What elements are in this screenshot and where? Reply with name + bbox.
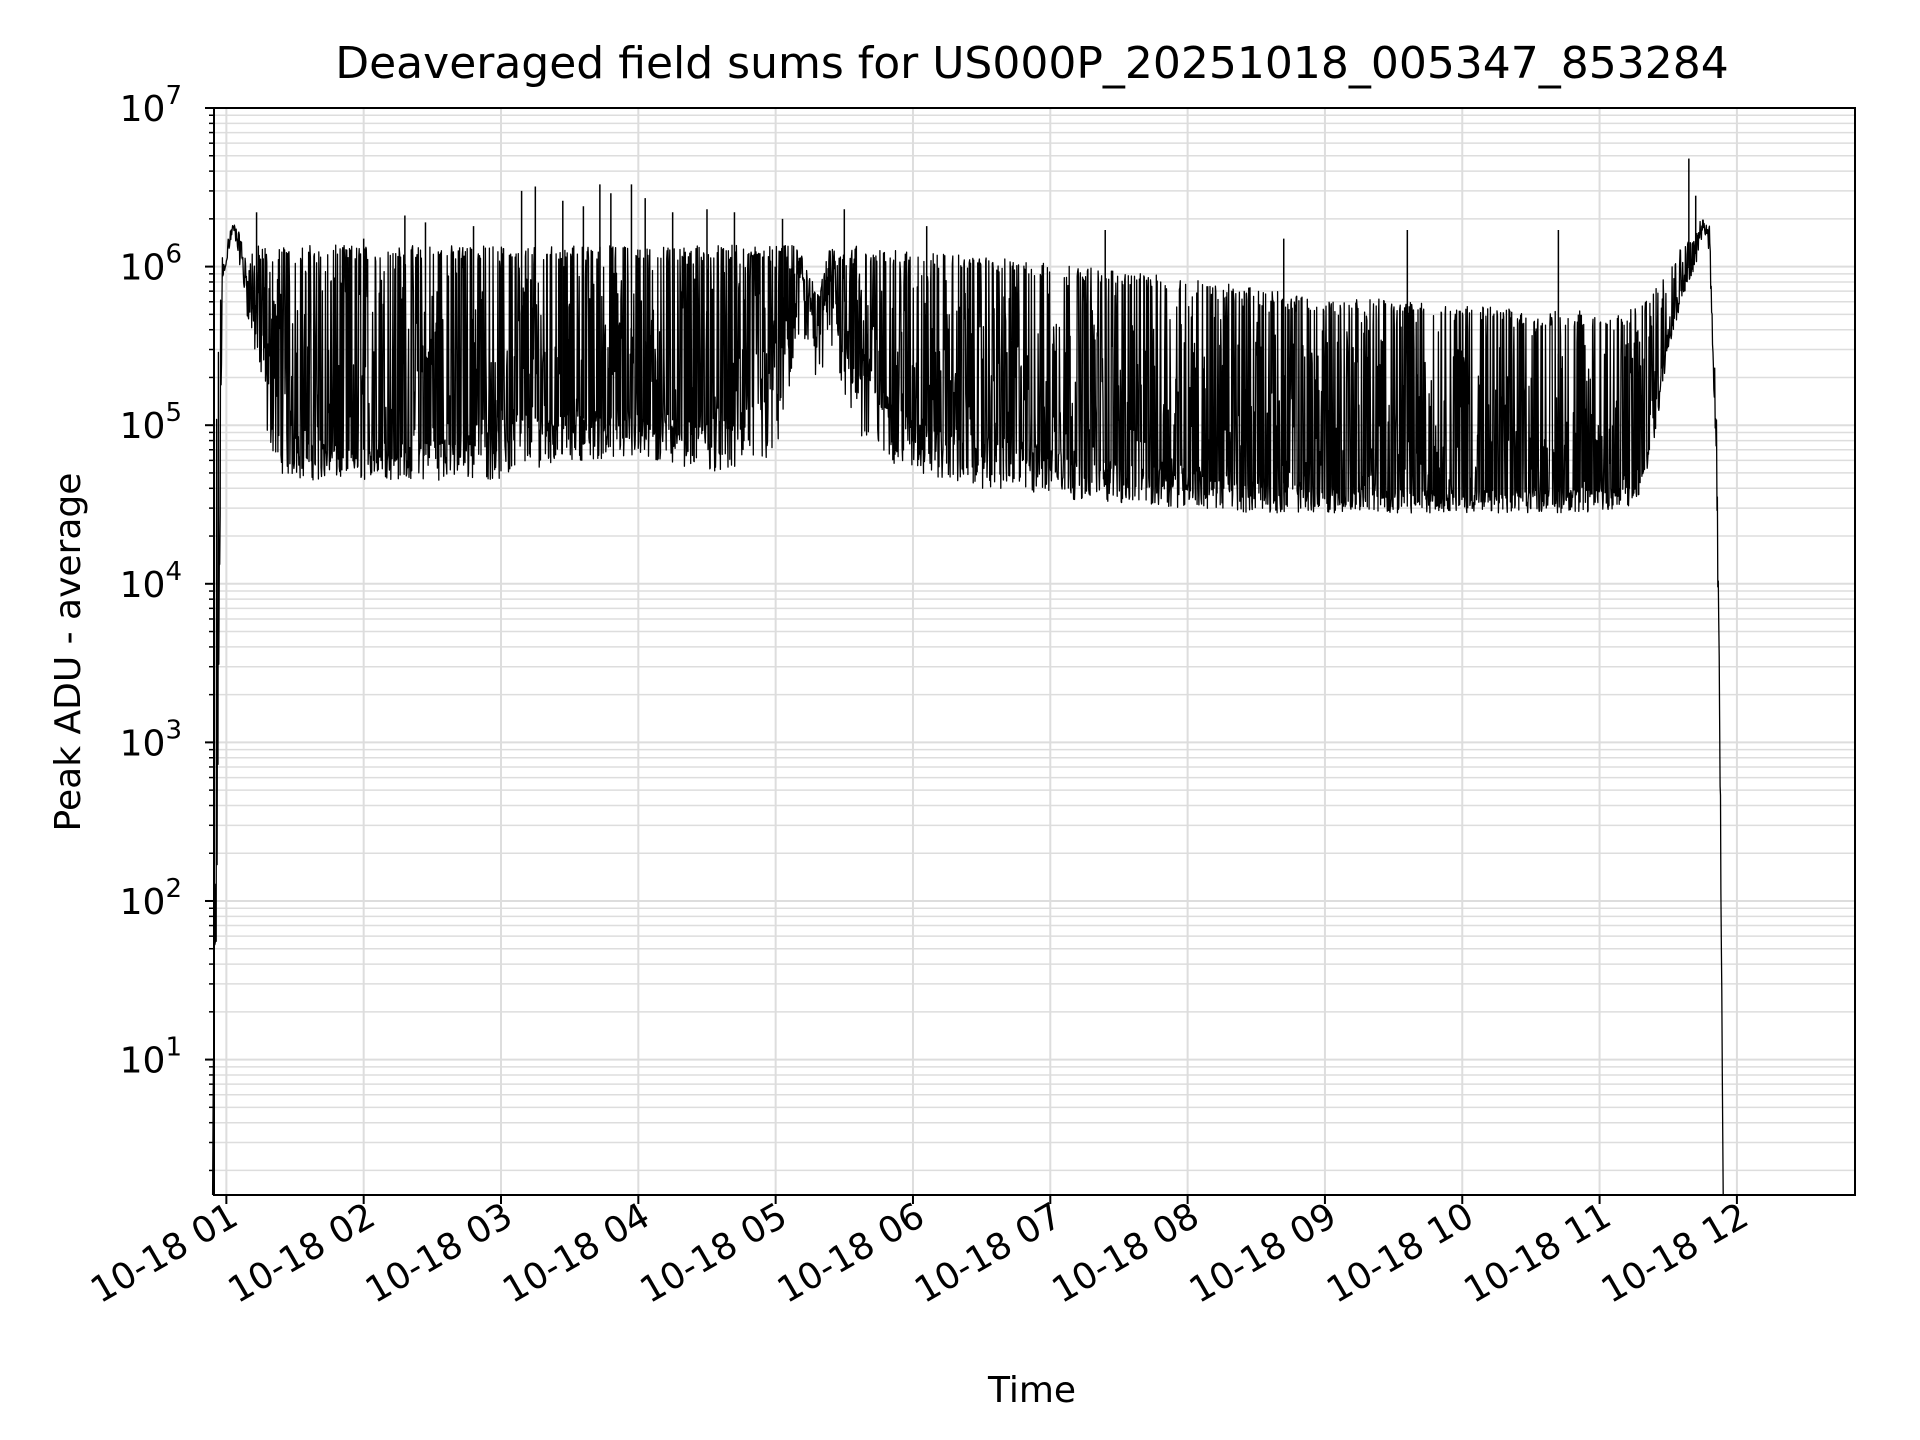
- y-tick-label: 103: [120, 715, 182, 764]
- x-axis-label: Time: [987, 1370, 1076, 1411]
- series-line: [211, 219, 1724, 1196]
- plot-frame: [213, 107, 1856, 1196]
- data-series: [211, 158, 1724, 1196]
- y-tick-label: 101: [120, 1033, 182, 1082]
- chart-title: Deaveraged field sums for US000P_2025101…: [335, 38, 1729, 89]
- y-axis-label: Peak ADU - average: [48, 473, 89, 832]
